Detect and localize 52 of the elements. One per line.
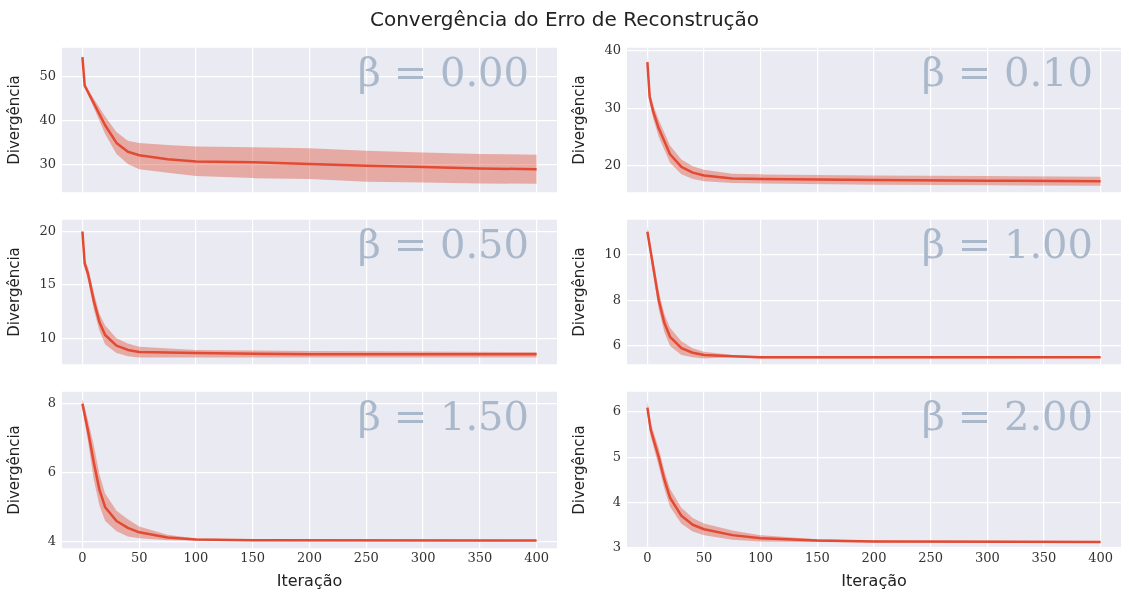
x-tick-label: 350 (1031, 550, 1057, 566)
y-axis-title: Divergência (569, 425, 588, 515)
x-axis-title: Iteração (841, 570, 907, 590)
annotation: β = 0.10 (921, 49, 1093, 96)
x-tick-label: 0 (643, 550, 652, 566)
y-tick-label: 5 (612, 448, 621, 464)
y-tick-label: 4 (47, 533, 56, 549)
chart-title: Convergência do Erro de Reconstrução (368, 6, 761, 33)
y-tick-label: 6 (612, 403, 621, 419)
x-tick-label: 50 (130, 550, 148, 566)
y-tick-label: 15 (39, 276, 56, 292)
y-tick-label: 6 (612, 337, 621, 353)
x-tick-label: 250 (918, 550, 944, 566)
x-tick-label: 0 (78, 550, 87, 566)
y-tick-label: 30 (39, 156, 56, 172)
x-tick-label: 250 (353, 550, 379, 566)
y-axis-title: Divergência (4, 425, 23, 515)
y-tick-label: 4 (612, 493, 621, 509)
y-tick-label: 50 (39, 68, 56, 84)
x-axis-title: Iteração (276, 570, 343, 590)
x-tick-label: 200 (297, 550, 322, 566)
y-tick-label: 10 (604, 245, 621, 261)
x-tick-label: 100 (183, 550, 209, 566)
y-tick-label: 40 (604, 42, 621, 58)
y-tick-label: 10 (39, 329, 56, 345)
y-tick-label: 20 (604, 157, 621, 173)
x-tick-label: 300 (410, 550, 436, 566)
x-tick-label: 100 (748, 550, 774, 566)
y-tick-label: 30 (604, 99, 621, 115)
y-tick-label: 3 (612, 538, 621, 554)
y-axis-title: Divergência (4, 247, 23, 337)
x-tick-label: 350 (467, 550, 493, 566)
x-tick-label: 400 (1088, 550, 1114, 566)
x-tick-label: 300 (974, 550, 1000, 566)
annotation: β = 1.00 (921, 221, 1093, 268)
annotation: β = 2.00 (921, 393, 1093, 440)
x-tick-label: 150 (240, 550, 266, 566)
y-axis-title: Divergência (4, 75, 23, 165)
x-tick-label: 400 (524, 550, 549, 566)
annotation: β = 1.50 (357, 393, 529, 440)
x-tick-label: 150 (804, 550, 830, 566)
y-tick-label: 8 (612, 291, 621, 307)
y-tick-label: 8 (47, 395, 56, 411)
y-tick-label: 40 (39, 112, 56, 128)
y-tick-label: 20 (39, 222, 56, 238)
annotation: β = 0.50 (357, 221, 529, 268)
y-tick-label: 6 (47, 464, 56, 480)
y-axis-title: Divergência (569, 247, 588, 337)
y-axis-title: Divergência (569, 75, 588, 165)
x-tick-label: 50 (695, 550, 713, 566)
x-tick-label: 200 (861, 550, 887, 566)
annotation: β = 0.00 (357, 49, 529, 96)
